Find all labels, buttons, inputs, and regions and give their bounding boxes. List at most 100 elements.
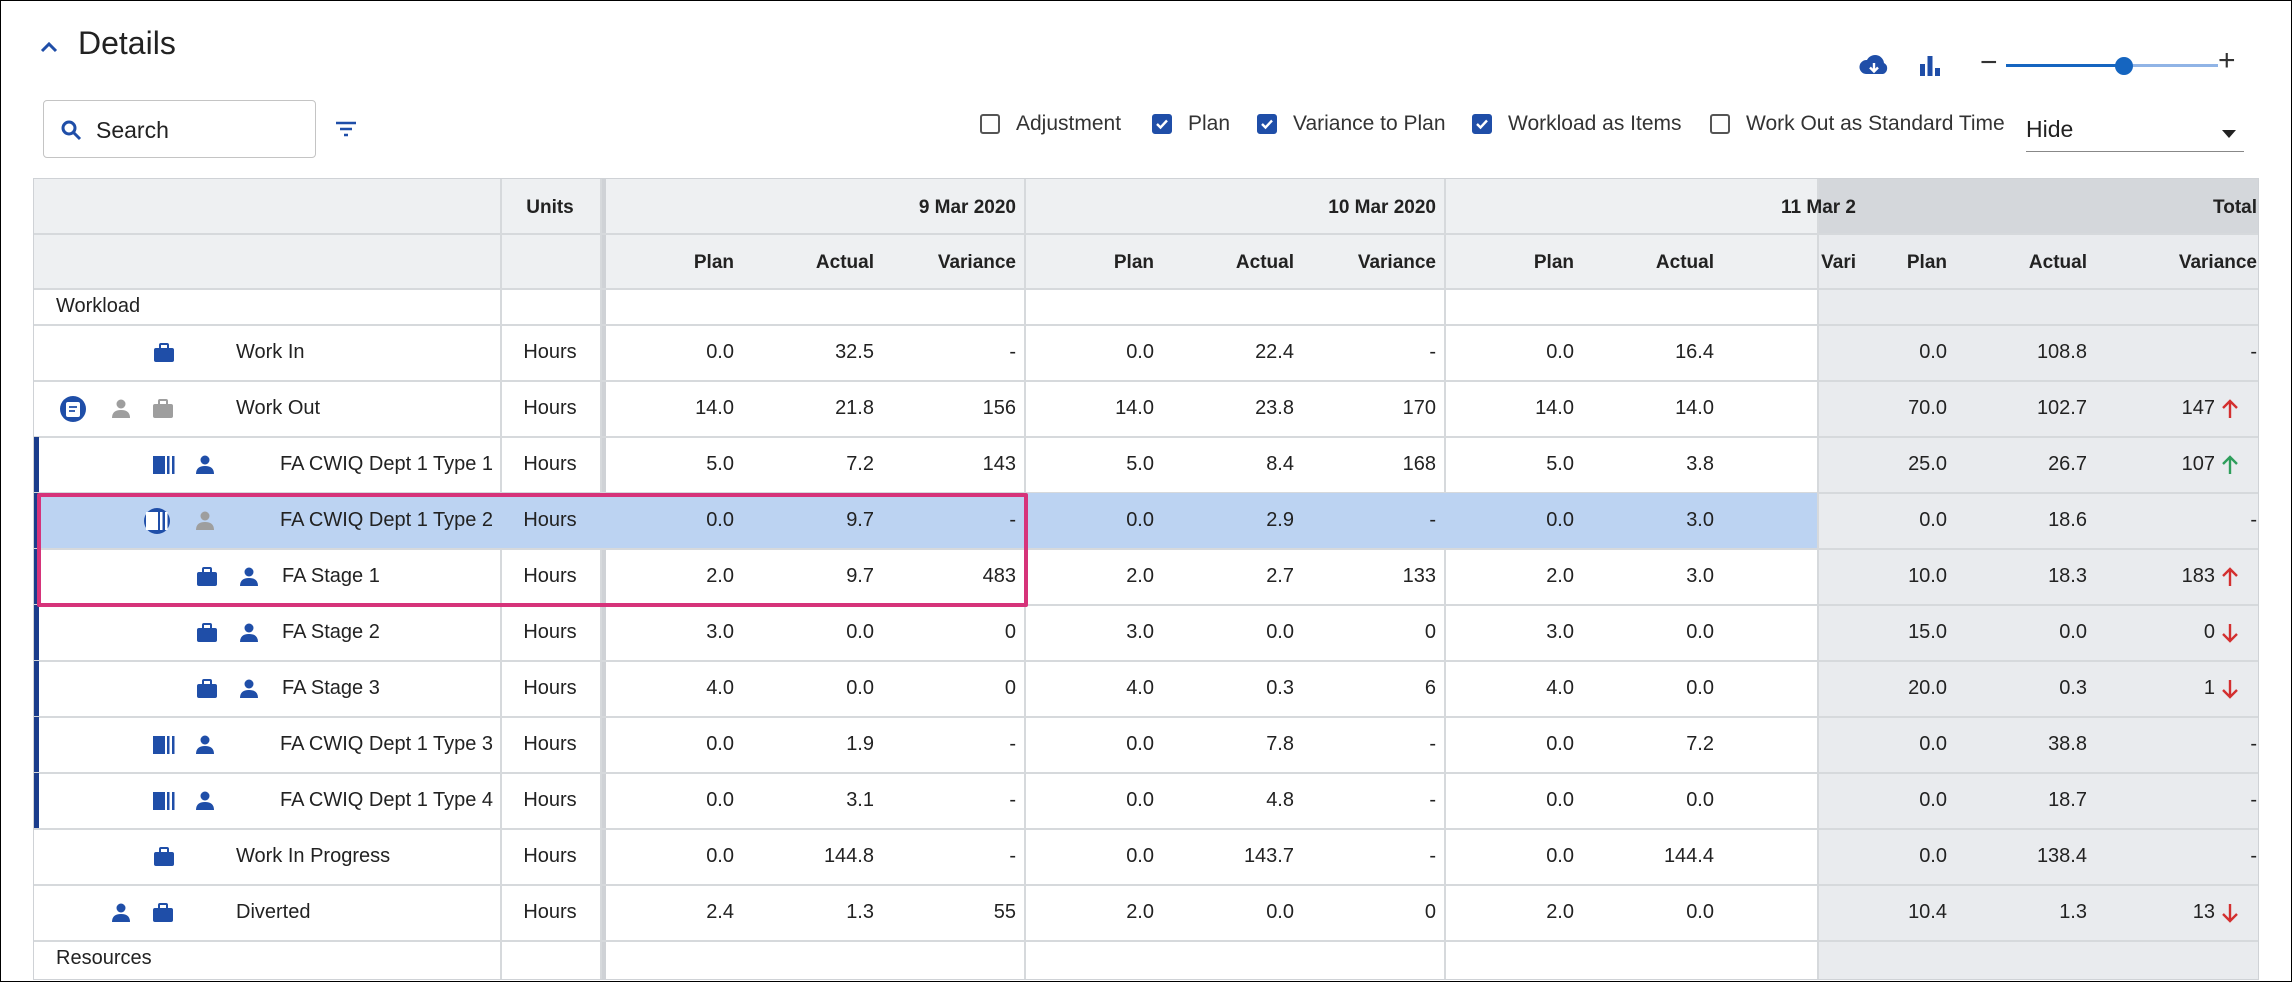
sub-header: Actual: [1235, 252, 1294, 273]
row-divider: [34, 940, 2258, 942]
data-cell: -: [1429, 733, 1436, 755]
data-cell: 4.0: [706, 677, 734, 699]
chevron-up-icon[interactable]: [36, 34, 62, 60]
total-column-bg: [1817, 179, 2258, 979]
units-divider: [602, 179, 606, 979]
filter-icon[interactable]: [333, 116, 359, 142]
checkbox-box[interactable]: [980, 114, 1000, 134]
checkbox-variance-to-plan[interactable]: Variance to Plan: [1257, 112, 1446, 136]
total-cell: 1: [2203, 677, 2215, 699]
data-cell: 3.0: [1126, 621, 1154, 643]
row-divider: [34, 660, 2258, 662]
data-cell: -: [1009, 845, 1016, 867]
data-cell: 0: [1004, 677, 1016, 699]
briefcase-icon: [153, 903, 173, 922]
data-cell: -: [1429, 509, 1436, 531]
row-label: FA Stage 1: [282, 565, 380, 587]
checkbox-adjustment[interactable]: Adjustment: [980, 112, 1121, 136]
data-cell: 170: [1402, 397, 1436, 419]
person-icon: [112, 903, 130, 922]
data-cell: 4.8: [1266, 789, 1294, 811]
zoom-slider-fill[interactable]: [2006, 64, 2126, 67]
total-sub-header: Actual: [2028, 252, 2087, 273]
zoom-slider-track[interactable]: [2126, 64, 2218, 67]
total-cell: 26.7: [2048, 453, 2087, 475]
data-cell: 3.1: [846, 789, 874, 811]
data-cell: 9.7: [846, 509, 874, 531]
data-cell: 21.8: [835, 397, 874, 419]
total-header: Total: [2213, 197, 2257, 218]
data-cell: 3.0: [1686, 565, 1714, 587]
person-icon: [196, 791, 214, 810]
row-indent-bar: [34, 773, 39, 829]
row-label: FA CWIQ Dept 1 Type 4: [280, 789, 494, 811]
data-cell: 2.0: [1126, 901, 1154, 923]
total-cell: 108.8: [2036, 341, 2087, 363]
data-cell: 0.0: [706, 845, 734, 867]
row-divider: [34, 604, 2258, 606]
checkbox-work-out-standard-time[interactable]: Work Out as Standard Time: [1710, 112, 2005, 136]
row-label: FA Stage 2: [282, 621, 380, 643]
data-cell: 3.0: [1546, 621, 1574, 643]
briefcase-icon: [154, 343, 174, 362]
data-cell: 156: [982, 397, 1016, 419]
data-cell: 168: [1402, 453, 1436, 475]
checkbox-box[interactable]: [1472, 114, 1492, 134]
header-divider: [34, 233, 2258, 235]
doc-type-icon: [153, 792, 175, 810]
display-select[interactable]: Hide: [2026, 108, 2244, 152]
data-cell: 2.0: [706, 565, 734, 587]
date-header: 10 Mar 2020: [1328, 197, 1436, 218]
total-cell: 10.0: [1908, 565, 1947, 587]
doc-type-icon: [153, 736, 175, 754]
zoom-out-button[interactable]: −: [1980, 46, 1998, 79]
checkbox-box[interactable]: [1257, 114, 1277, 134]
data-cell: 2.4: [706, 901, 734, 923]
data-cell: 32.5: [835, 341, 874, 363]
data-cell: 2.7: [1266, 565, 1294, 587]
data-cell: 0.0: [1126, 733, 1154, 755]
selected-row-bg: [34, 493, 1817, 549]
data-cell: 7.2: [846, 453, 874, 475]
row-indent-bar: [34, 717, 39, 773]
data-cell: 3.0: [1686, 509, 1714, 531]
data-cell: 23.8: [1255, 397, 1294, 419]
data-cell: 0.0: [1686, 901, 1714, 923]
zoom-in-button[interactable]: +: [2218, 44, 2236, 77]
header-divider: [34, 288, 2258, 290]
row-divider: [34, 884, 2258, 886]
checkbox-label: Adjustment: [1016, 112, 1122, 135]
data-cell: -: [1429, 341, 1436, 363]
arrow-up-icon: [2222, 455, 2238, 474]
row-units: Hours: [523, 901, 577, 923]
sub-header: Plan: [693, 252, 734, 273]
arrow-down-icon: [2222, 680, 2238, 699]
briefcase-icon: [197, 623, 217, 642]
sub-header: Actual: [815, 252, 874, 273]
data-cell: 0.0: [1686, 621, 1714, 643]
data-cell: 6: [1424, 677, 1436, 699]
row-units: Hours: [523, 509, 577, 531]
row-label: FA CWIQ Dept 1 Type 1: [280, 453, 494, 475]
person-icon: [240, 679, 258, 698]
total-cell: 18.6: [2048, 509, 2087, 531]
cloud-download-icon[interactable]: [1858, 50, 1890, 82]
checkbox-workload-as-items[interactable]: Workload as Items: [1472, 112, 1682, 136]
checkbox-box[interactable]: [1152, 114, 1172, 134]
zoom-slider-thumb[interactable]: [2115, 57, 2133, 75]
checkbox-plan[interactable]: Plan: [1152, 112, 1230, 136]
bar-chart-icon[interactable]: [1914, 50, 1946, 82]
checkbox-box[interactable]: [1710, 114, 1730, 134]
total-cell: 70.0: [1908, 397, 1947, 419]
person-icon: [196, 735, 214, 754]
search-input[interactable]: [96, 115, 296, 145]
data-cell: 5.0: [1126, 453, 1154, 475]
row-divider: [34, 772, 2258, 774]
row-indent-bar: [34, 493, 39, 549]
data-cell: 2.9: [1266, 509, 1294, 531]
data-cell: 0.0: [706, 341, 734, 363]
search-field[interactable]: [43, 100, 316, 158]
row-indent-bar: [34, 605, 39, 661]
row-indent-bar: [34, 549, 39, 605]
data-cell: 0.0: [1126, 341, 1154, 363]
